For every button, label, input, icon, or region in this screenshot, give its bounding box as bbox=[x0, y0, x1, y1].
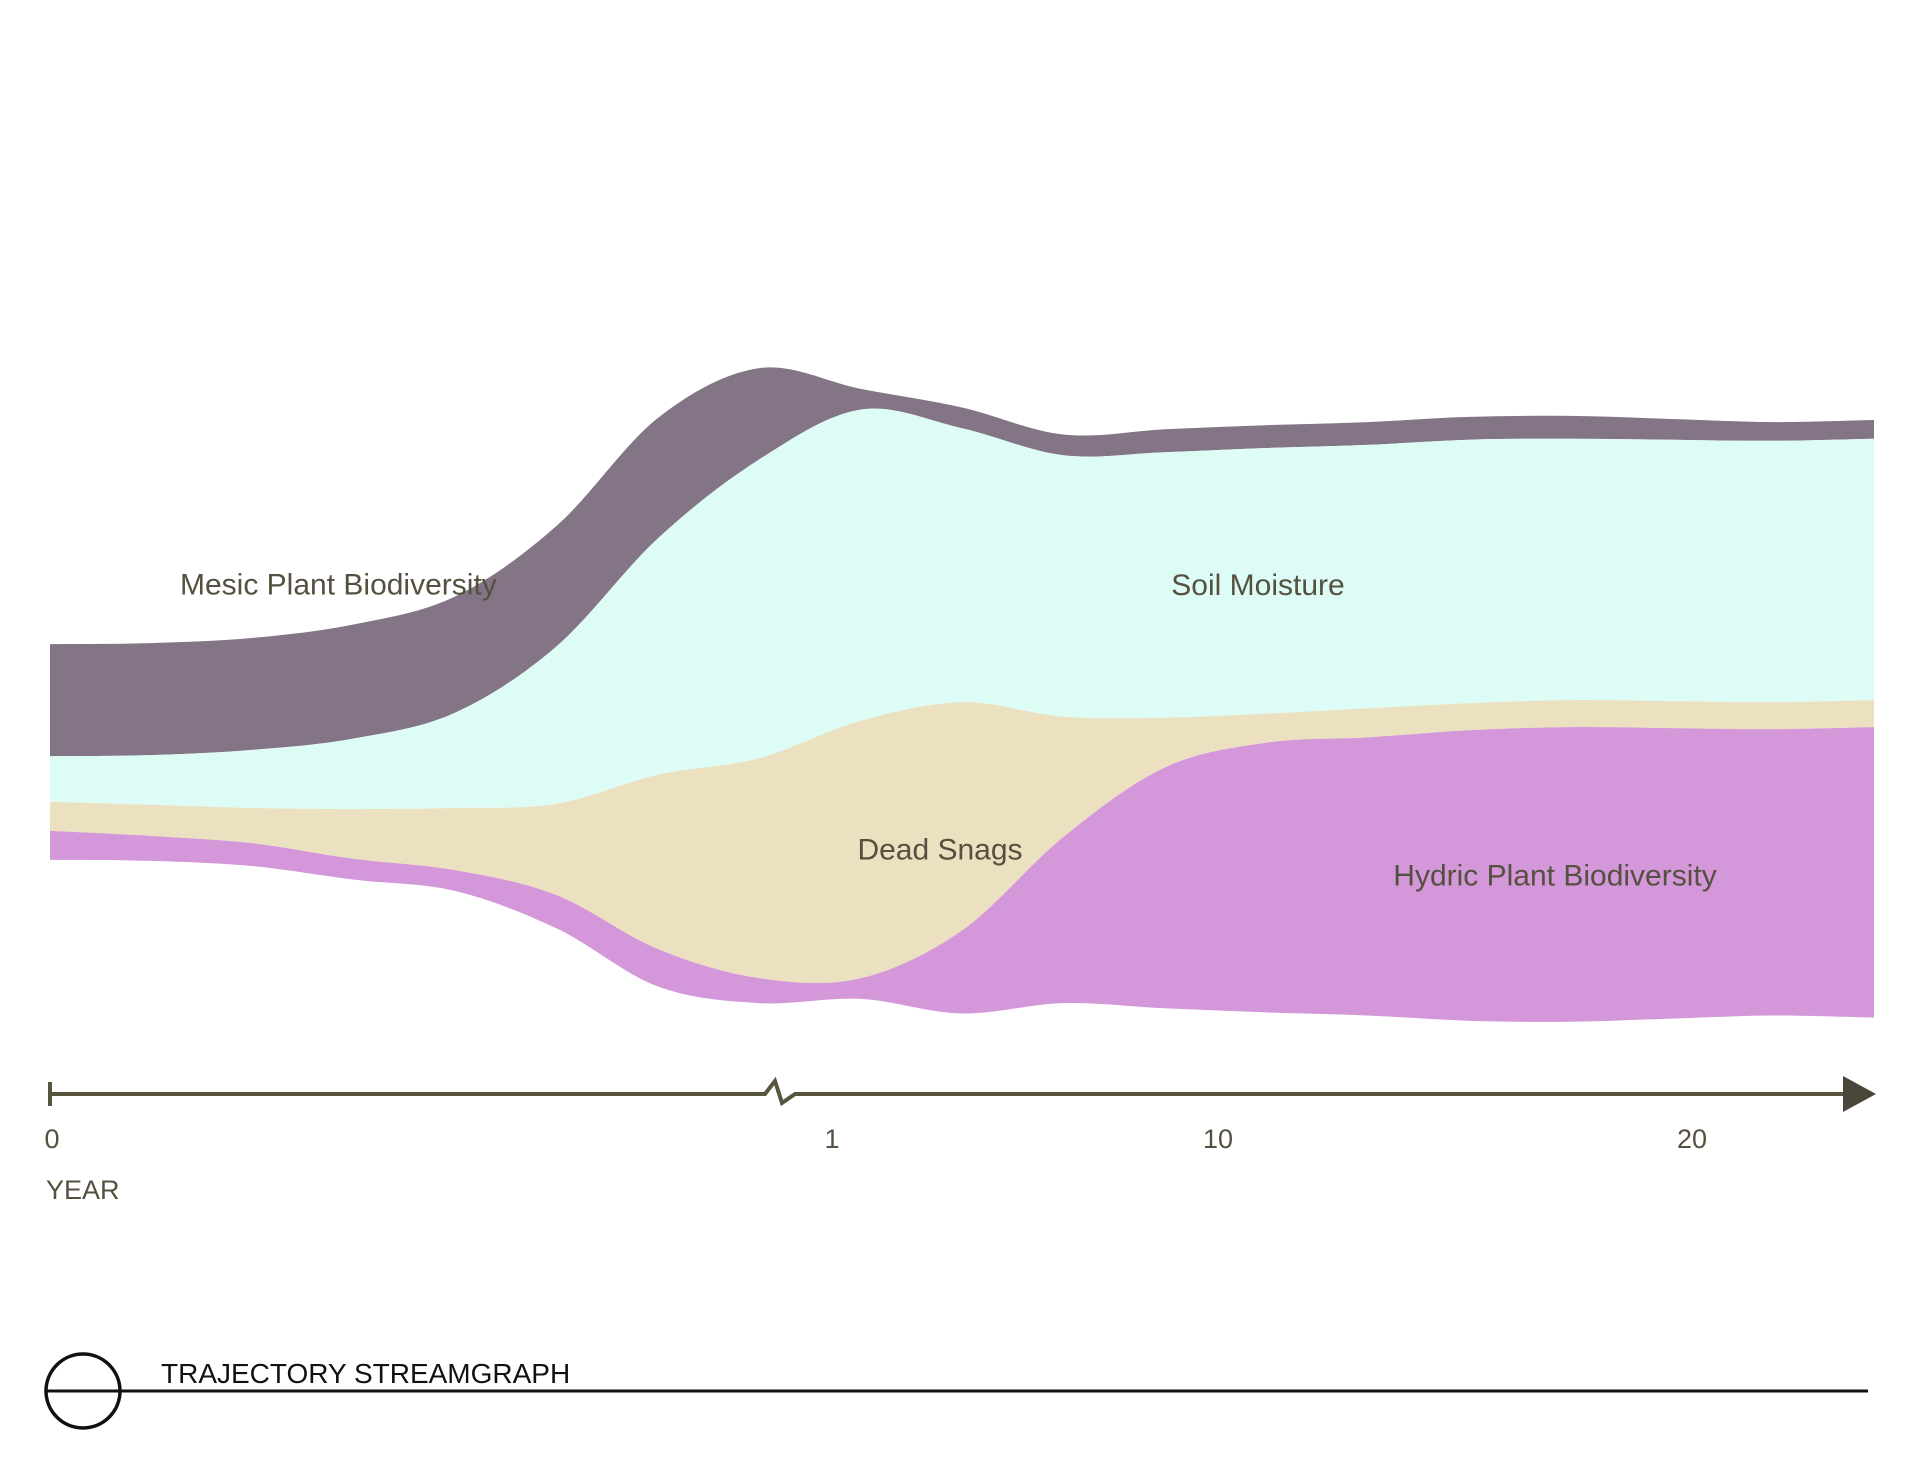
x-axis-arrowhead bbox=[1843, 1076, 1876, 1112]
x-axis-line bbox=[50, 1076, 1845, 1107]
x-tick-label-1: 1 bbox=[824, 1124, 839, 1154]
x-tick-label-10: 10 bbox=[1203, 1124, 1233, 1154]
stream-label-mesic-plant-biodiversity: Mesic Plant Biodiversity bbox=[180, 568, 497, 601]
stream-labels: Mesic Plant Biodiversity Soil Moisture Dea… bbox=[180, 568, 1717, 892]
stream-label-soil-moisture: Soil Moisture bbox=[1171, 569, 1344, 602]
stream-hydric-plant-biodiversity bbox=[50, 727, 1874, 1022]
title-block: TRAJECTORY STREAMGRAPH bbox=[44, 1352, 1868, 1430]
stream-mesic-plant-biodiversity bbox=[50, 367, 1874, 757]
stream-layers bbox=[50, 367, 1874, 1022]
x-tick-label-0: 0 bbox=[44, 1124, 59, 1154]
stream-soil-moisture bbox=[50, 408, 1874, 810]
footer-title: TRAJECTORY STREAMGRAPH bbox=[161, 1358, 570, 1389]
x-tick-labels: 0 1 10 20 bbox=[44, 1124, 1707, 1154]
x-tick-label-20: 20 bbox=[1677, 1124, 1707, 1154]
stream-label-dead-snags: Dead Snags bbox=[857, 834, 1022, 867]
x-axis: 0 1 10 20 YEAR bbox=[44, 1076, 1876, 1205]
stream-dead-snags bbox=[50, 700, 1874, 984]
stream-label-hydric-plant-biodiversity: Hydric Plant Biodiversity bbox=[1393, 860, 1716, 893]
x-axis-title: YEAR bbox=[46, 1175, 120, 1205]
